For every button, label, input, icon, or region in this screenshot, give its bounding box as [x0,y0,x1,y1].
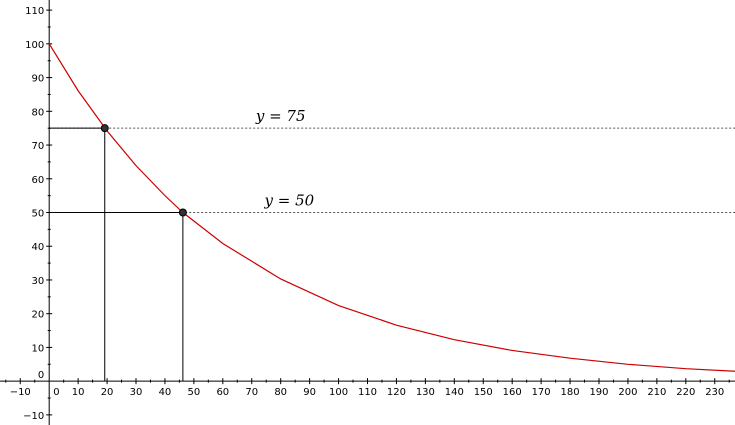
x-tick-label-230: 230 [705,387,724,398]
x-tick-label-40: 40 [159,387,172,398]
y-tick-label-neg10: −10 [23,411,44,422]
y-tick-label-70: 70 [31,141,44,152]
y-tick-label-40: 40 [31,242,44,253]
y-tick-label-20: 20 [31,310,44,321]
x-tick-label-80: 80 [274,387,287,398]
x-tick-label-150: 150 [474,387,493,398]
intersection-point-1 [100,124,109,133]
y-tick-label-100: 100 [25,40,44,51]
y-tick-label-60: 60 [31,175,44,186]
y-tick-label-10: 10 [31,343,44,354]
x-tick-label-70: 70 [245,387,258,398]
x-tick-label-100: 100 [329,387,348,398]
x-tick-label-210: 210 [647,387,666,398]
y-tick-label-80: 80 [31,107,44,118]
reference-line-label-50: y = 50 [264,192,315,210]
x-tick-label-50: 50 [188,387,201,398]
x-tick-label-190: 190 [589,387,608,398]
y-tick-label-0: 0 [38,370,44,381]
intersection-point-2 [178,208,187,217]
x-tick-label-110: 110 [358,387,377,398]
x-tick-label-10: 10 [72,387,85,398]
x-tick-label-0: 0 [53,387,59,398]
y-tick-label-90: 90 [31,74,44,85]
x-tick-label-220: 220 [676,387,695,398]
x-tick-label-90: 90 [303,387,316,398]
x-tick-label-neg10: −10 [10,387,31,398]
x-tick-label-160: 160 [503,387,522,398]
decay-curve [48,43,735,372]
x-tick-label-130: 130 [416,387,435,398]
x-tick-label-140: 140 [445,387,464,398]
x-tick-label-200: 200 [618,387,637,398]
x-tick-label-60: 60 [216,387,229,398]
y-tick-label-50: 50 [31,209,44,220]
y-tick-label-30: 30 [31,276,44,287]
x-tick-label-180: 180 [561,387,580,398]
y-tick-label-110: 110 [25,6,44,17]
x-tick-label-30: 30 [130,387,143,398]
x-tick-label-20: 20 [101,387,114,398]
x-tick-label-170: 170 [532,387,551,398]
x-tick-label-120: 120 [387,387,406,398]
reference-line-label-75: y = 75 [255,107,306,125]
